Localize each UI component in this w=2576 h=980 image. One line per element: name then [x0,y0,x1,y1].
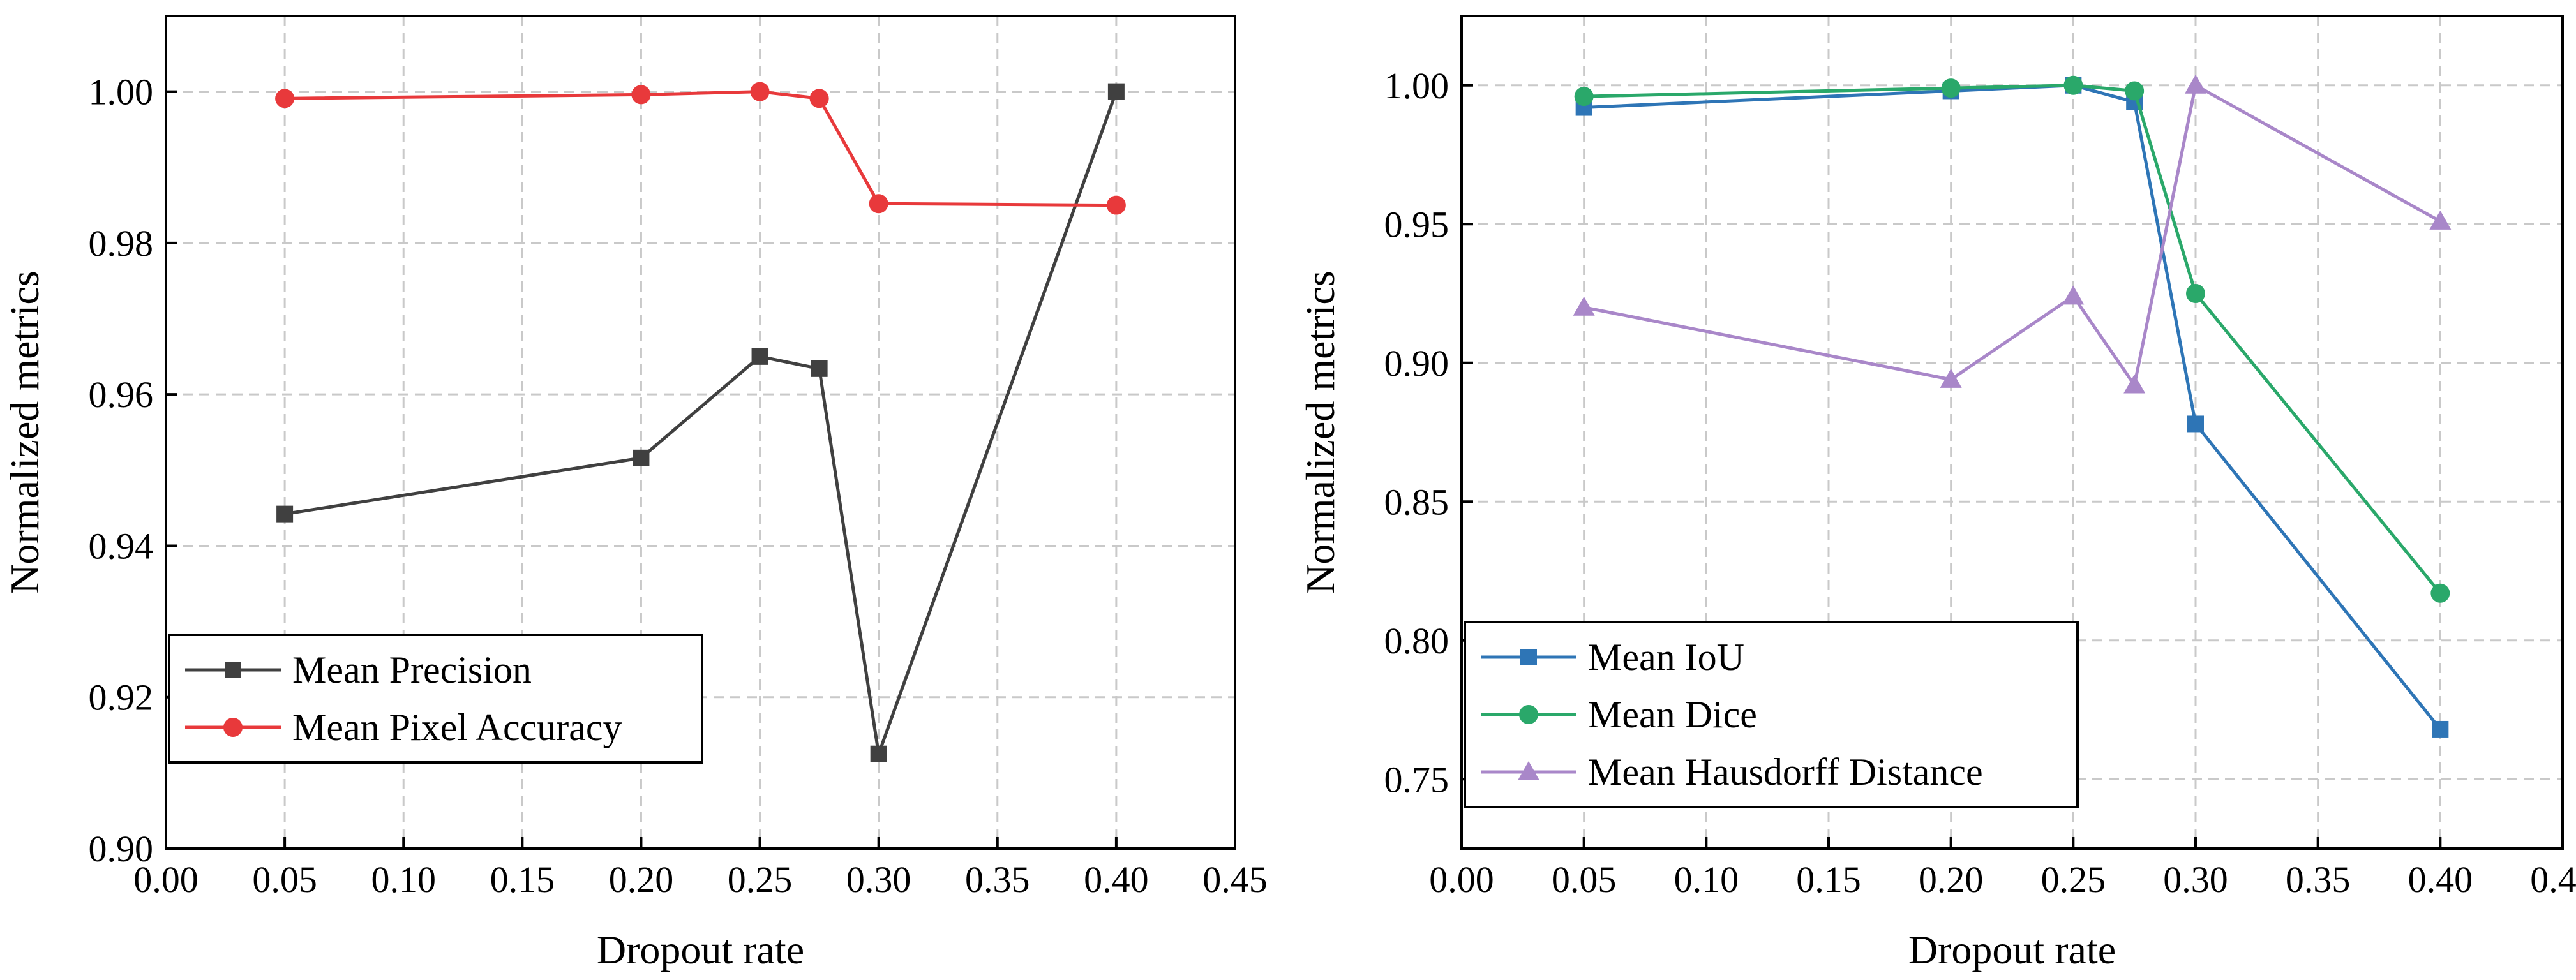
data-point [2185,74,2206,94]
y-tick-label: 0.92 [89,677,154,718]
x-axis-title: Dropout rate [1908,927,2116,972]
data-point [751,348,768,365]
data-point [2432,720,2449,738]
y-tick-label: 0.75 [1384,759,1449,800]
y-tick-label: 1.00 [1384,65,1449,107]
y-tick-label: 0.80 [1384,620,1449,662]
legend: Mean IoU Mean Dice Mean Hausdorff Distance [1464,621,2079,808]
data-point [870,745,887,762]
x-tick-label: 0.30 [2163,859,2228,900]
legend-label: Mean IoU [1588,636,1744,678]
x-tick-label: 0.35 [965,859,1030,900]
y-tick-label: 0.90 [89,828,154,870]
series-line [1584,82,2441,389]
chart-panel-left: 0.00 0.05 0.10 0.15 0.20 0.25 0.30 0.35 0.40 0.45… [2,15,1268,972]
legend-marker [1519,705,1538,724]
plot-frame [1460,15,2564,850]
legend-box [168,634,703,764]
chart-panel-right: 0.00 0.05 0.10 0.15 0.20 0.25 0.30 0.35 0.40 0.45… [1298,15,2576,972]
y-tick-label: 0.85 [1384,481,1449,523]
series-mean-pixel-accuracy [275,82,1126,215]
data-point [2123,374,2146,394]
x-tick-label: 0.30 [846,859,911,900]
y-tick-label: 0.95 [1384,204,1449,245]
series-line [1584,84,2442,731]
x-tick-label: 0.45 [2530,859,2576,900]
data-point [1107,83,1125,100]
series-mean-dice [1574,75,2450,603]
data-point [1573,296,1595,316]
x-tick-label: 0.35 [2286,859,2351,900]
legend-marker [225,662,241,678]
data-point [2125,81,2145,101]
y-axis-title: Normalized metrics [1298,271,1343,593]
data-point [275,89,295,108]
x-tick-label: 0.10 [371,859,436,900]
data-point [2430,583,2450,603]
legend: Mean Precision Mean Pixel Accuracy [168,634,703,764]
series-mean-precision [276,83,1125,762]
data-point [2186,284,2205,303]
x-tick-label: 0.10 [1674,859,1739,900]
data-point [276,505,294,523]
x-tick-label: 0.00 [1429,859,1494,900]
data-point [1106,195,1126,215]
y-axis-title: Normalized metrics [2,271,47,593]
series-line [284,91,1118,755]
data-point [2429,210,2452,230]
x-tick-label: 0.20 [1919,859,1984,900]
legend-marker [1518,761,1539,780]
data-point [809,89,829,108]
x-tick-label: 0.15 [490,859,555,900]
x-tick-label: 0.40 [1084,859,1149,900]
legend-label: Mean Precision [292,649,532,691]
data-point [2187,415,2204,433]
legend-marker [223,718,243,737]
data-point [633,449,650,466]
data-point [750,82,770,101]
x-tick-label: 0.00 [133,859,198,900]
data-point [2063,75,2083,95]
y-tick-label: 0.90 [1384,343,1449,384]
data-point [2062,285,2085,305]
series-mean-hausdorff-distance [1573,74,2452,394]
y-tick-label: 0.94 [89,525,154,567]
x-tick-label: 0.25 [728,859,793,900]
x-tick-label: 0.15 [1796,859,1861,900]
x-tick-label: 0.05 [252,859,317,900]
x-axis-title: Dropout rate [597,927,804,972]
legend-label: Mean Pixel Accuracy [292,706,622,748]
x-tick-label: 0.20 [609,859,674,900]
series-line [285,90,1116,207]
legend-label: Mean Dice [1588,694,1757,736]
series-line [1584,84,2442,595]
data-point [1940,368,1962,388]
data-point [869,194,888,214]
y-tick-label: 0.96 [89,374,154,415]
data-point [1941,78,1961,98]
legend-marker [1520,649,1537,665]
plot-frame [165,15,1236,850]
y-tick-label: 1.00 [89,71,154,113]
data-point [811,360,828,377]
x-tick-label: 0.40 [2408,859,2473,900]
x-tick-label: 0.25 [2041,859,2106,900]
x-tick-label: 0.45 [1202,859,1268,900]
legend-label: Mean Hausdorff Distance [1588,751,1983,793]
x-tick-label: 0.05 [1552,859,1617,900]
data-point [631,85,651,105]
data-point [1574,87,1594,107]
y-tick-label: 0.98 [89,223,154,264]
